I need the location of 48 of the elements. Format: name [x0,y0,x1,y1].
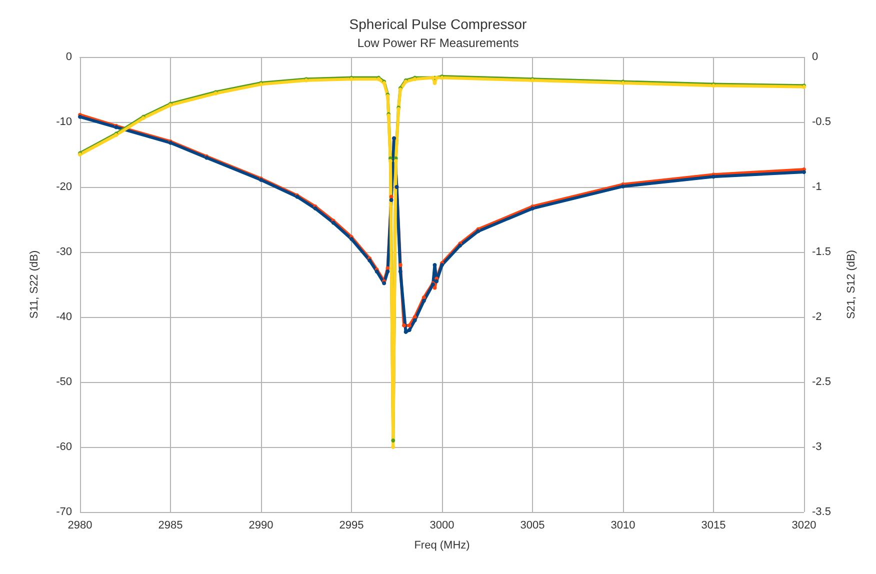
y2-tick-label: 0 [812,51,818,63]
point [394,159,398,163]
y2-tick-label: -2.5 [812,376,831,388]
chart-title: Spherical Pulse Compressor [349,16,528,32]
x-axis-title: Freq (MHz) [414,540,470,552]
y2-tick-label: -3.5 [812,506,831,518]
point [391,438,396,442]
chart-subtitle: Low Power RF Measurements [357,36,519,50]
point [388,159,392,163]
y2-tick-label: -1 [812,181,822,193]
point [422,296,426,300]
point [402,323,406,328]
y-tick-label: -30 [56,246,72,258]
x-tick-label: 3010 [610,520,636,532]
x-tick-label: 2985 [158,520,183,532]
x-tick-label: 3015 [701,520,726,532]
x-tick-label: 3005 [520,520,545,532]
x-tick-label: 3020 [792,520,816,532]
x-tick-label: 2980 [68,520,92,532]
point [386,270,390,274]
point [432,286,437,290]
y2-tick-label: -0.5 [812,116,831,128]
point [391,445,396,449]
x-tick-label: 2990 [248,520,274,532]
y2-tick-label: -2 [812,311,822,323]
point [398,263,402,267]
y2-axis-title: S21, S12 (dB) [846,250,858,320]
point [434,279,439,284]
point [422,298,426,303]
y2-tick-label: -3 [812,441,822,453]
y-tick-label: -70 [56,506,72,518]
point [389,198,394,202]
y2-tick-label: -1.5 [812,246,831,258]
point [412,315,417,319]
x-tick-label: 2995 [339,520,364,532]
y-tick-label: -10 [56,116,72,128]
x-tick-label: 3000 [430,520,454,532]
point [432,263,437,267]
y-tick-label: -40 [56,311,72,323]
y-tick-label: -60 [56,441,72,453]
y-tick-label: 0 [66,51,72,63]
y-tick-label: -50 [56,376,72,388]
point [398,270,402,274]
point [407,328,412,332]
point [412,318,417,322]
y-tick-label: -20 [56,181,72,193]
y-axis-title: S11, S22 (dB) [28,250,40,319]
point [802,170,806,174]
